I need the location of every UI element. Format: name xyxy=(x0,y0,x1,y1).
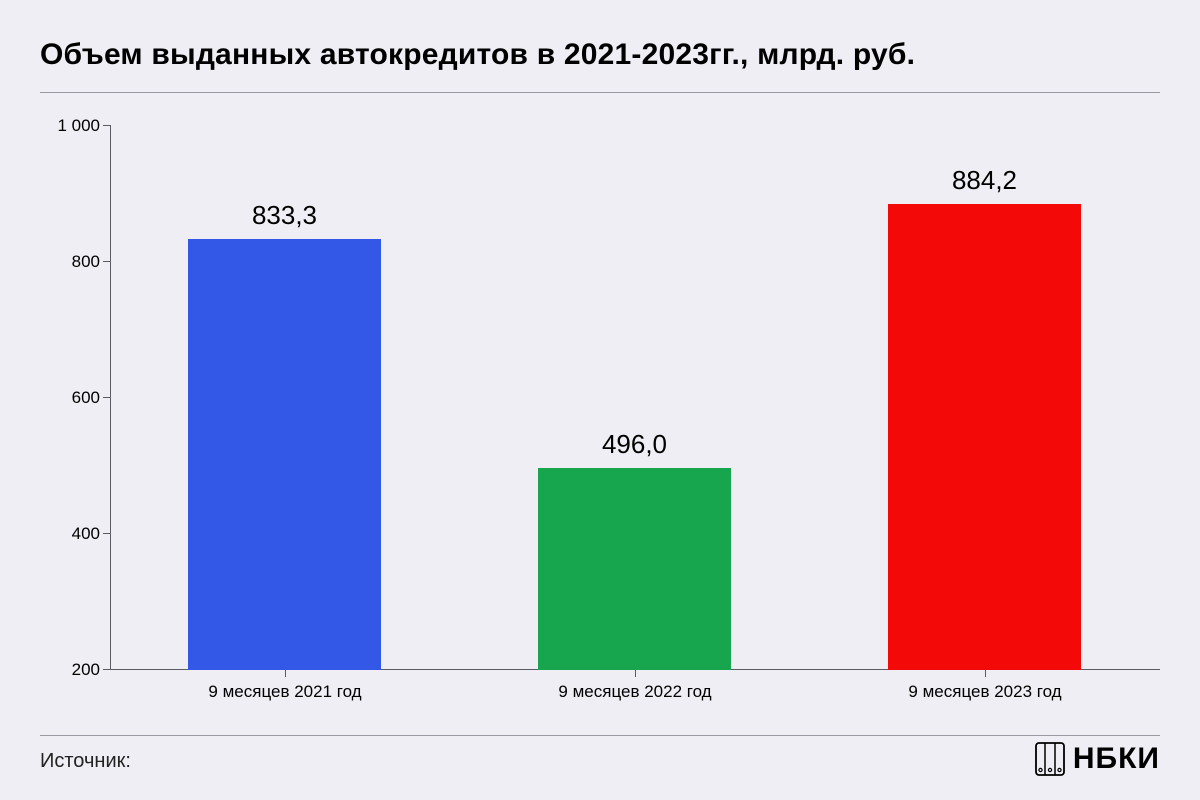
y-tick-label: 200 xyxy=(40,660,100,680)
x-tick-label: 9 месяцев 2022 год xyxy=(460,682,810,702)
chart-area: 1 000 800 600 400 200 833,3 496,0 884,2 … xyxy=(40,110,1160,710)
plot-area: 833,3 496,0 884,2 xyxy=(110,125,1160,670)
bar-2023 xyxy=(888,204,1081,670)
y-tick xyxy=(103,397,110,398)
y-axis xyxy=(110,125,111,670)
x-tick-label: 9 месяцев 2023 год xyxy=(810,682,1160,702)
chart-title: Объем выданных автокредитов в 2021-2023г… xyxy=(40,38,915,72)
y-tick-label: 1 000 xyxy=(40,116,100,136)
y-tick xyxy=(103,669,110,670)
x-tick xyxy=(985,670,986,677)
x-tick xyxy=(635,670,636,677)
bar-label: 884,2 xyxy=(888,165,1081,196)
bar-2021 xyxy=(188,239,381,670)
bar-label: 496,0 xyxy=(538,429,731,460)
source-label: Источник: xyxy=(40,750,131,773)
y-tick xyxy=(103,533,110,534)
y-tick xyxy=(103,261,110,262)
y-tick-label: 400 xyxy=(40,524,100,544)
logo: НБКИ xyxy=(1035,742,1160,776)
x-tick-label: 9 месяцев 2021 год xyxy=(110,682,460,702)
y-tick xyxy=(103,125,110,126)
footer-divider xyxy=(40,735,1160,736)
y-tick-label: 800 xyxy=(40,252,100,272)
bar-2022 xyxy=(538,468,731,670)
nbki-logo-icon xyxy=(1035,742,1065,776)
bar-label: 833,3 xyxy=(188,200,381,231)
y-tick-label: 600 xyxy=(40,388,100,408)
title-divider xyxy=(40,92,1160,93)
logo-text: НБКИ xyxy=(1073,742,1160,776)
x-tick xyxy=(285,670,286,677)
